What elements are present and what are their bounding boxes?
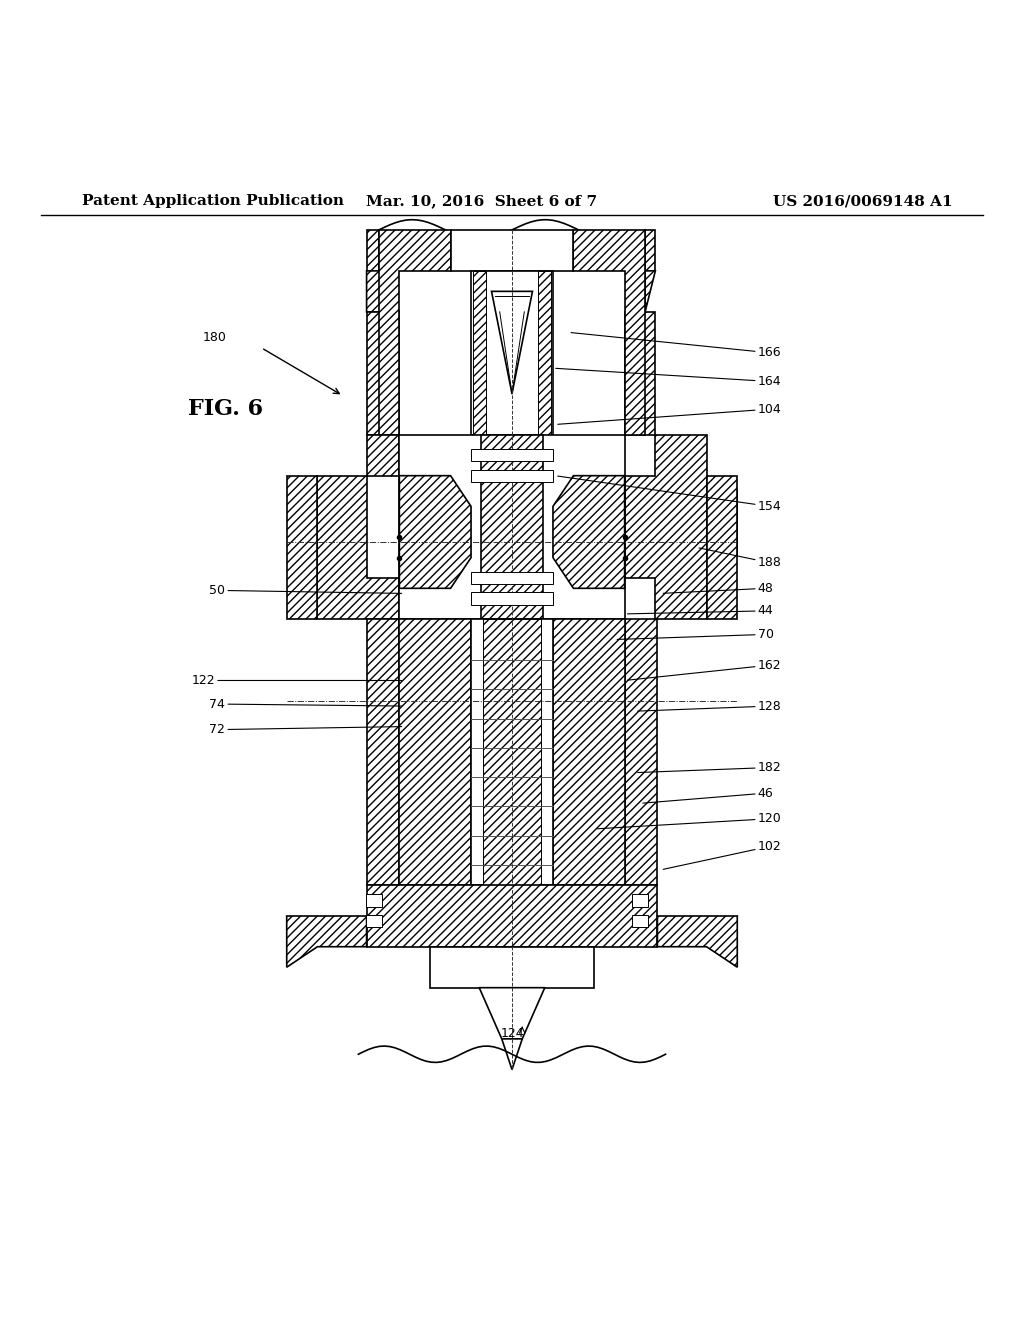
FancyBboxPatch shape [471,593,553,605]
Text: 154: 154 [558,477,781,513]
Polygon shape [471,271,553,434]
FancyBboxPatch shape [698,535,705,550]
Text: 182: 182 [638,762,781,774]
FancyBboxPatch shape [399,434,625,619]
Polygon shape [367,619,399,886]
FancyBboxPatch shape [319,535,326,550]
FancyBboxPatch shape [698,494,705,510]
FancyBboxPatch shape [632,915,648,927]
Text: 104: 104 [558,403,781,424]
Polygon shape [367,886,657,946]
Polygon shape [492,292,532,393]
Text: FIG. 6: FIG. 6 [187,399,263,420]
Polygon shape [645,271,655,312]
FancyBboxPatch shape [289,513,295,529]
Text: 102: 102 [664,840,781,870]
Polygon shape [573,230,645,434]
FancyBboxPatch shape [287,510,328,535]
FancyBboxPatch shape [366,915,382,927]
Polygon shape [367,230,379,271]
Polygon shape [483,619,541,886]
Text: 74: 74 [209,697,401,710]
Text: 180: 180 [203,331,227,345]
FancyBboxPatch shape [471,449,553,462]
Polygon shape [502,1039,522,1069]
Polygon shape [379,230,451,434]
FancyBboxPatch shape [632,895,648,907]
Polygon shape [625,312,655,434]
Polygon shape [707,475,737,619]
Text: 122: 122 [191,675,401,686]
Text: 128: 128 [638,700,781,713]
Polygon shape [399,619,471,886]
FancyBboxPatch shape [366,895,382,907]
FancyBboxPatch shape [289,535,295,550]
Text: 124: 124 [500,1027,524,1040]
Text: 188: 188 [699,548,781,569]
Polygon shape [553,475,625,589]
FancyBboxPatch shape [319,513,326,529]
Polygon shape [538,271,551,434]
FancyBboxPatch shape [471,572,553,585]
FancyBboxPatch shape [729,535,735,550]
FancyBboxPatch shape [696,529,737,554]
FancyBboxPatch shape [319,494,326,510]
Polygon shape [479,987,545,1039]
Polygon shape [287,916,367,968]
Polygon shape [317,434,399,619]
Polygon shape [645,230,655,271]
FancyBboxPatch shape [729,513,735,529]
Polygon shape [625,619,657,886]
Text: US 2016/0069148 A1: US 2016/0069148 A1 [773,194,952,209]
FancyBboxPatch shape [471,470,553,482]
FancyBboxPatch shape [696,510,737,535]
Polygon shape [367,271,399,312]
FancyBboxPatch shape [289,494,295,510]
Text: 50: 50 [209,583,401,597]
Polygon shape [473,271,486,434]
FancyBboxPatch shape [287,488,328,513]
Polygon shape [430,946,594,987]
Text: 46: 46 [643,787,773,803]
FancyBboxPatch shape [698,513,705,529]
Text: 44: 44 [628,605,773,618]
Text: 48: 48 [664,582,774,595]
Polygon shape [451,230,573,271]
Polygon shape [625,434,707,619]
Polygon shape [367,312,399,434]
Text: 70: 70 [617,628,774,642]
Text: 166: 166 [571,333,781,359]
Polygon shape [481,434,543,619]
FancyBboxPatch shape [696,488,737,513]
Polygon shape [287,475,317,619]
Text: Mar. 10, 2016  Sheet 6 of 7: Mar. 10, 2016 Sheet 6 of 7 [366,194,597,209]
Polygon shape [471,619,553,886]
Text: 120: 120 [597,812,781,829]
FancyBboxPatch shape [287,529,328,554]
FancyBboxPatch shape [729,494,735,510]
Text: 162: 162 [628,659,781,680]
Polygon shape [399,475,471,589]
Text: Patent Application Publication: Patent Application Publication [82,194,344,209]
Text: 164: 164 [556,368,781,388]
Polygon shape [553,619,625,886]
Polygon shape [657,916,737,968]
Text: 72: 72 [209,723,401,737]
